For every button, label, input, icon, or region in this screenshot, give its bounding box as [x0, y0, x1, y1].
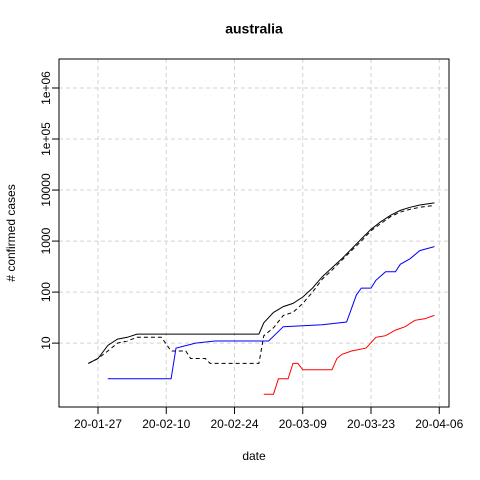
series-line — [88, 204, 435, 364]
series-line — [88, 202, 435, 364]
x-axis-label: date — [242, 449, 266, 463]
y-axis-label: # confirmed cases — [4, 184, 18, 281]
y-tick-label: 10000 — [39, 173, 53, 207]
x-tick-label: 20-04-06 — [415, 417, 463, 431]
series-line — [263, 314, 435, 395]
x-tick-label: 20-03-09 — [279, 417, 327, 431]
chart-title: australia — [225, 21, 283, 37]
x-tick-label: 20-02-24 — [210, 417, 258, 431]
y-tick-label: 1e+06 — [39, 71, 53, 105]
x-tick-label: 20-03-23 — [347, 417, 395, 431]
plot-frame — [58, 58, 450, 408]
x-tick-label: 20-01-27 — [74, 417, 122, 431]
y-tick-label: 1000 — [39, 227, 53, 254]
series-line — [107, 246, 435, 380]
y-tick-label: 1e+05 — [39, 122, 53, 156]
x-tick-label: 20-02-10 — [142, 417, 190, 431]
y-tick-label: 100 — [39, 282, 53, 302]
y-tick-label: 10 — [39, 336, 53, 350]
